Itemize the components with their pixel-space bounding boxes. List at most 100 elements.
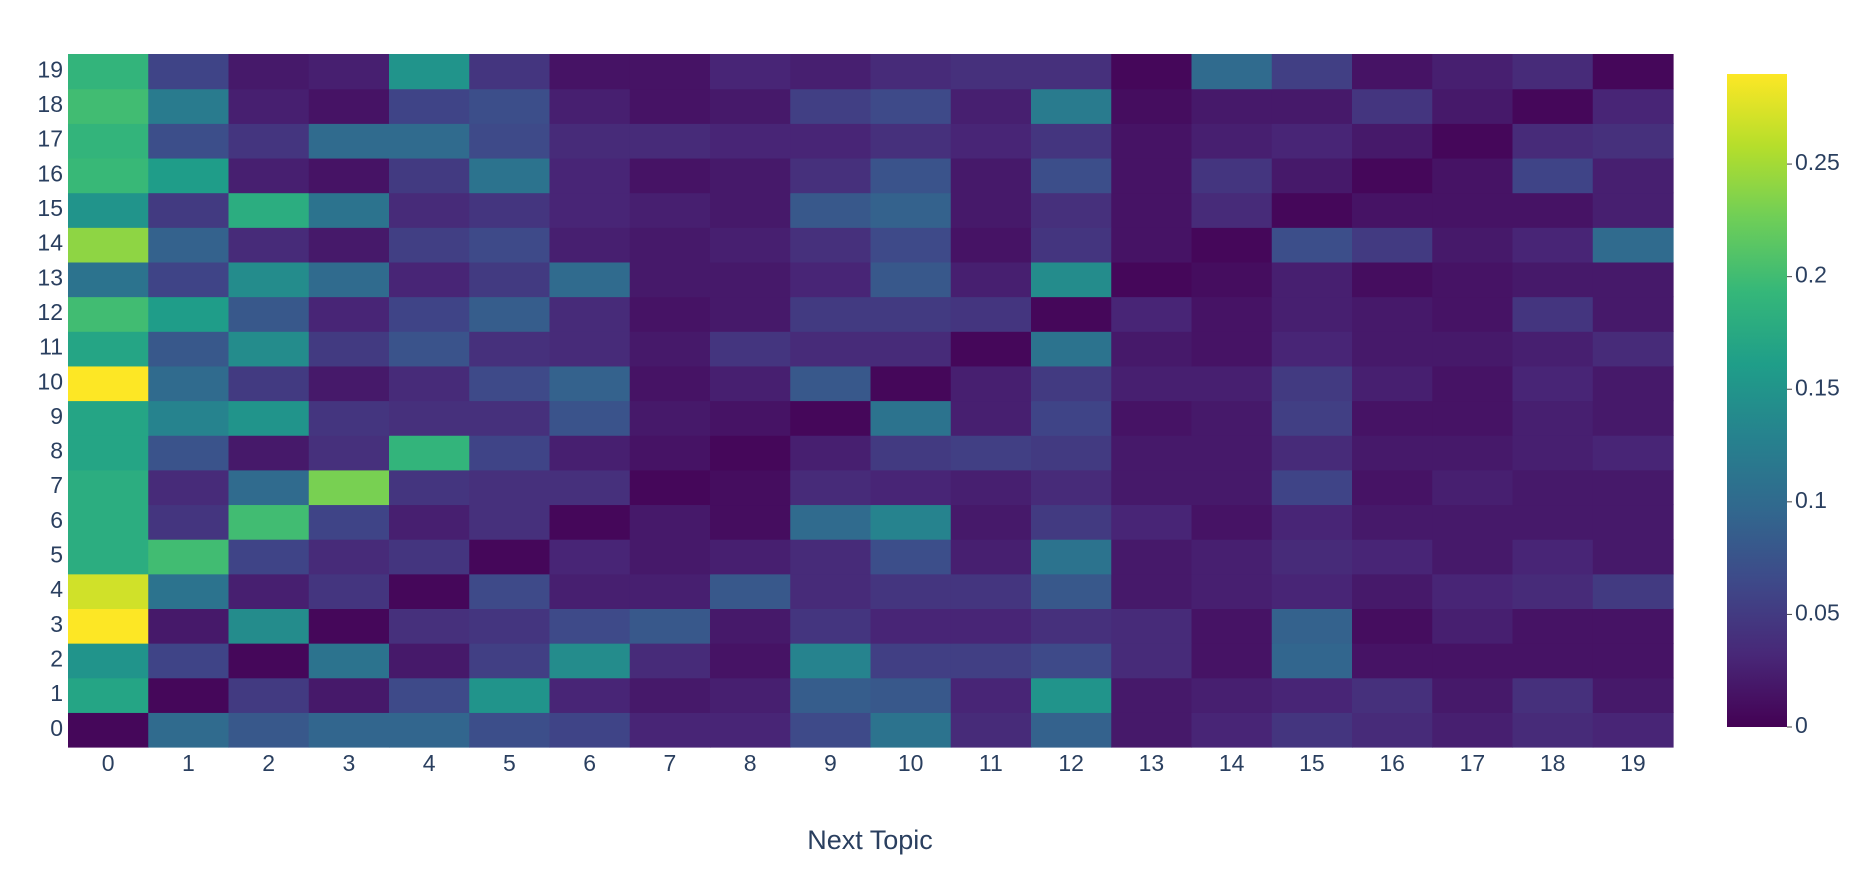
- x-tick-label: 6: [583, 750, 596, 776]
- colorbar-tick-label: 0.2: [1795, 262, 1827, 288]
- heatmap-cell: [148, 435, 230, 471]
- heatmap-cell: [790, 192, 872, 228]
- heatmap-cell: [549, 365, 631, 402]
- heatmap-cell: [710, 192, 791, 228]
- heatmap-cell: [1512, 227, 1594, 263]
- heatmap-cell: [790, 365, 872, 402]
- heatmap-cell: [308, 539, 390, 575]
- heatmap-cell: [1352, 227, 1433, 263]
- heatmap-cell: [68, 573, 149, 609]
- y-tick-label: 12: [37, 299, 63, 325]
- heatmap-cell: [1432, 261, 1514, 298]
- heatmap-cell: [1432, 123, 1514, 159]
- heatmap-cell: [308, 123, 390, 159]
- heatmap-cell: [1191, 608, 1273, 644]
- heatmap-cell: [1191, 54, 1273, 90]
- heatmap-cell: [1352, 365, 1433, 402]
- x-tick-label: 1: [182, 750, 195, 776]
- x-tick-label: 2: [262, 750, 275, 776]
- heatmap-cell: [228, 331, 310, 367]
- heatmap-cell: [469, 54, 551, 90]
- y-tick-label: 8: [50, 438, 63, 464]
- heatmap-cell: [870, 88, 952, 124]
- heatmap-cell: [1592, 608, 1674, 644]
- heatmap-cell: [308, 192, 390, 228]
- heatmap-cell: [1111, 296, 1193, 332]
- heatmap-cell: [1191, 469, 1273, 506]
- heatmap-cell: [870, 123, 952, 159]
- heatmap-cell: [148, 365, 230, 402]
- heatmap-cell: [308, 296, 390, 332]
- heatmap-cell: [469, 539, 551, 575]
- heatmap-cell: [68, 608, 149, 644]
- heatmap-cell: [549, 643, 631, 679]
- y-tick-label: 4: [50, 576, 63, 602]
- heatmap-cell: [1271, 712, 1353, 748]
- heatmap-cell: [629, 400, 711, 436]
- heatmap-cell: [950, 539, 1032, 575]
- heatmap-cell: [1432, 296, 1514, 332]
- heatmap-cell: [870, 573, 952, 609]
- heatmap-cell: [1432, 712, 1514, 748]
- heatmap-cell: [1191, 192, 1273, 228]
- heatmap-cell: [1592, 261, 1674, 298]
- heatmap-cell: [469, 435, 551, 471]
- heatmap-cell: [710, 435, 791, 471]
- heatmap-cell: [1352, 331, 1433, 367]
- heatmap-cell: [1352, 712, 1433, 748]
- heatmap-cell: [1111, 712, 1193, 748]
- heatmap-cell: [549, 192, 631, 228]
- heatmap-cell: [870, 469, 952, 506]
- heatmap-cell: [148, 504, 230, 540]
- heatmap-cell: [950, 88, 1032, 124]
- heatmap-cell: [469, 712, 551, 748]
- heatmap-cell: [790, 469, 872, 506]
- heatmap-cell: [68, 712, 149, 748]
- heatmap-cell: [549, 123, 631, 159]
- heatmap-cell: [469, 573, 551, 609]
- heatmap-cell: [148, 677, 230, 713]
- heatmap-cell: [1432, 608, 1514, 644]
- heatmap-cell: [1512, 123, 1594, 159]
- heatmap-cell: [1512, 712, 1594, 748]
- heatmap-cell: [1512, 469, 1594, 506]
- heatmap-cell: [228, 435, 310, 471]
- heatmap-cell: [308, 331, 390, 367]
- heatmap-cell: [1592, 539, 1674, 575]
- y-tick-label: 14: [37, 230, 63, 256]
- heatmap-cell: [950, 123, 1032, 159]
- colorbar-tick-label: 0.15: [1795, 374, 1840, 400]
- heatmap-cell: [1512, 296, 1594, 332]
- heatmap-cell: [1031, 573, 1112, 609]
- heatmap-cell: [469, 643, 551, 679]
- heatmap-cell: [1031, 54, 1112, 90]
- x-tick-label: 7: [663, 750, 676, 776]
- heatmap-cell: [1512, 539, 1594, 575]
- colorbar-tick-label: 0.25: [1795, 149, 1840, 175]
- heatmap-cell: [228, 469, 310, 506]
- heatmap-cell: [629, 643, 711, 679]
- heatmap-cell: [549, 539, 631, 575]
- heatmap-cell: [1592, 123, 1674, 159]
- x-tick-label: 11: [979, 750, 1003, 776]
- heatmap-cell: [710, 365, 791, 402]
- heatmap-cell: [469, 123, 551, 159]
- heatmap-cell: [308, 608, 390, 644]
- heatmap-cell: [870, 504, 952, 540]
- heatmap-cell: [148, 643, 230, 679]
- heatmap-cell: [228, 227, 310, 263]
- heatmap-cell: [1352, 54, 1433, 90]
- heatmap-cell: [1191, 643, 1273, 679]
- heatmap-cell: [1031, 677, 1112, 713]
- heatmap-cell: [1352, 123, 1433, 159]
- heatmap-cell: [1512, 608, 1594, 644]
- heatmap-cell: [1352, 504, 1433, 540]
- heatmap-cell: [1111, 400, 1193, 436]
- heatmap-cell: [148, 157, 230, 194]
- heatmap-cell: [1191, 400, 1273, 436]
- heatmap-cell: [1592, 677, 1674, 713]
- heatmap-cell: [1352, 157, 1433, 194]
- heatmap-cell: [870, 539, 952, 575]
- heatmap-cell: [228, 296, 310, 332]
